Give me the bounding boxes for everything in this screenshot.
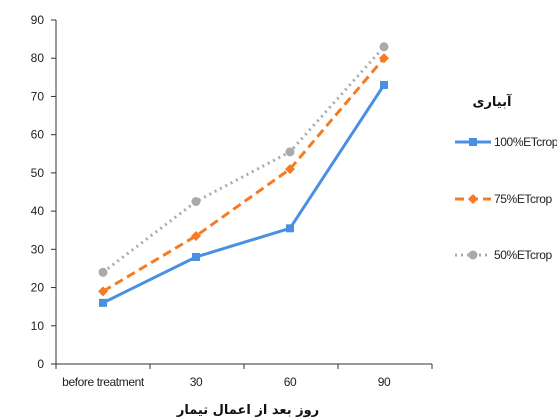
y-ticks: 0 10 20 30 40 50 60 70 80 90 — [31, 13, 56, 371]
data-point — [99, 299, 107, 307]
legend-label: 75%ETcrop — [494, 192, 552, 206]
legend-item: 75%ETcrop — [455, 192, 552, 206]
data-point — [286, 147, 295, 156]
y-tick-label: 90 — [31, 13, 45, 27]
x-axis-title: روز بعد از اعمال تیمار — [176, 403, 319, 418]
y-tick-label: 0 — [37, 357, 44, 371]
data-point — [192, 197, 201, 206]
data-point — [380, 81, 388, 89]
series-line — [103, 47, 384, 273]
y-tick-label: 60 — [31, 128, 45, 142]
x-tick-label: 30 — [190, 375, 203, 389]
x-tick-label: 90 — [378, 375, 391, 389]
x-ticks: before treatment 30 60 90 — [56, 364, 432, 389]
legend-item: 100%ETcrop — [455, 135, 557, 149]
legend-swatch-marker — [469, 138, 477, 146]
y-tick-label: 70 — [31, 89, 45, 103]
x-tick-label: 60 — [284, 375, 297, 389]
series-layer — [98, 42, 389, 307]
data-point — [192, 253, 200, 261]
legend-title: آبیاری — [473, 93, 512, 110]
y-tick-label: 20 — [31, 281, 45, 295]
y-tick-label: 50 — [31, 166, 45, 180]
series-100%ETcrop — [99, 81, 388, 307]
y-tick-label: 10 — [31, 319, 45, 333]
axes — [56, 20, 432, 364]
legend-swatch-marker — [468, 194, 478, 204]
y-tick-label: 30 — [31, 242, 45, 256]
legend-label: 50%ETcrop — [494, 248, 552, 262]
data-point — [286, 224, 294, 232]
data-point — [99, 268, 108, 277]
series-line — [103, 85, 384, 303]
legend-swatch-marker — [469, 251, 478, 260]
legend-label: 100%ETcrop — [494, 135, 557, 149]
data-point — [380, 42, 389, 51]
legend-item: 50%ETcrop — [455, 248, 552, 262]
legend: آبیاری 100%ETcrop 75%ETcrop 50%ETcrop — [455, 93, 557, 262]
y-tick-label: 40 — [31, 204, 45, 218]
y-tick-label: 80 — [31, 51, 45, 65]
x-tick-label: before treatment — [62, 375, 145, 389]
